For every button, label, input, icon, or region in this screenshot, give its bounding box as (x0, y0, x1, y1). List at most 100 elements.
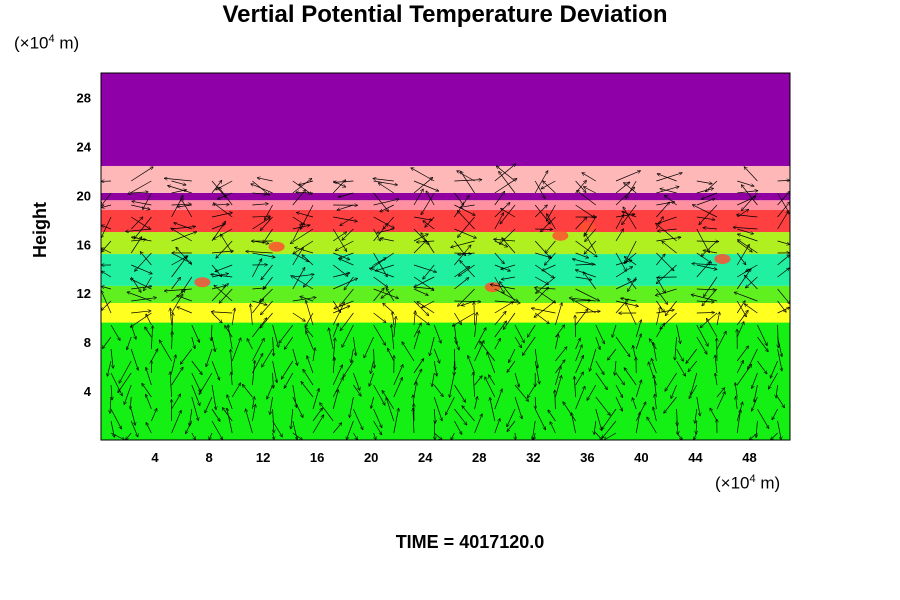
wind-vector (515, 432, 516, 440)
wind-vector (267, 384, 273, 399)
wind-vector (263, 204, 273, 220)
wind-vector (688, 384, 698, 399)
wind-vector (736, 360, 744, 374)
x-tick-label: 44 (688, 450, 703, 465)
wind-vector (501, 276, 516, 280)
wind-vector (128, 180, 152, 195)
wind-vector (572, 298, 596, 314)
wind-vector (303, 276, 314, 287)
wind-vector (411, 167, 435, 182)
wind-vector (304, 312, 314, 327)
wind-vector (741, 192, 758, 211)
anomaly-blob-0 (268, 241, 285, 252)
wind-vector (777, 240, 790, 245)
wind-vector (575, 217, 587, 230)
wind-vector (664, 195, 677, 206)
x-tick-label: 20 (364, 450, 378, 465)
wind-vector (575, 240, 598, 257)
wind-vector (626, 302, 637, 326)
wind-vector (535, 252, 552, 258)
wind-vector (462, 406, 475, 422)
wind-vector (252, 404, 255, 422)
wind-vector (498, 171, 516, 194)
wind-vector (454, 245, 471, 266)
wind-vector (413, 240, 427, 254)
wind-vector (371, 396, 374, 409)
wind-vector (555, 334, 558, 350)
wind-vector (351, 348, 354, 363)
wind-vector (425, 191, 435, 206)
wind-vector (151, 408, 157, 422)
wind-vector (373, 178, 394, 182)
wind-vector (301, 381, 314, 398)
wind-vector (373, 324, 387, 346)
wind-vector (130, 348, 138, 371)
wind-vector (703, 228, 718, 229)
wind-vector (231, 349, 233, 374)
wind-vector (737, 239, 758, 254)
wind-vector (620, 298, 637, 302)
wind-vector (341, 324, 354, 348)
wind-vector (217, 192, 233, 199)
wind-vector (656, 186, 679, 194)
wind-vector (534, 408, 547, 430)
wind-vector (373, 199, 400, 206)
wind-vector (653, 342, 657, 362)
wind-vector (231, 372, 232, 386)
wind-vector (484, 377, 496, 398)
wind-vector (332, 389, 338, 410)
wind-vector (142, 383, 152, 398)
wind-vector (272, 360, 277, 383)
wind-vector (335, 240, 354, 252)
wind-vector (454, 336, 459, 350)
wind-vector (191, 324, 200, 343)
wind-vector (527, 324, 536, 337)
wind-vector (131, 192, 148, 193)
wind-vector (474, 414, 483, 434)
wind-vector (413, 177, 433, 194)
wind-vector (635, 402, 647, 422)
wind-vector (575, 345, 583, 362)
wind-vector (343, 360, 354, 377)
wind-vector (595, 396, 611, 416)
wind-vector (380, 238, 394, 242)
wind-vector (544, 252, 556, 265)
color-band-9 (101, 73, 790, 166)
wind-vector (292, 247, 304, 266)
wind-vector (460, 260, 475, 278)
wind-vector (433, 396, 442, 421)
wind-vector (777, 336, 782, 357)
wind-vector (662, 241, 677, 254)
wind-vector (242, 384, 253, 398)
wind-vector (522, 336, 536, 356)
wind-vector (535, 276, 556, 294)
wind-vector (701, 192, 718, 199)
wind-vector (413, 288, 428, 295)
wind-vector (545, 240, 556, 253)
wind-vector (479, 341, 496, 362)
wind-vector (273, 432, 275, 440)
wind-vector (191, 384, 200, 406)
wind-vector (653, 407, 657, 422)
x-tick-label: 40 (634, 450, 648, 465)
wind-vector (534, 360, 539, 384)
wind-vector (671, 384, 677, 399)
wind-vector (702, 288, 718, 306)
wind-vector (696, 420, 697, 434)
wind-vector (181, 276, 193, 293)
wind-vector (716, 391, 725, 410)
wind-vector (170, 308, 171, 326)
wind-vector (206, 348, 213, 367)
x-tick-label: 4 (151, 450, 159, 465)
wind-vector (604, 432, 617, 441)
wind-vector (131, 237, 152, 242)
wind-vector (246, 338, 253, 350)
wind-vector (386, 397, 395, 422)
wind-vector (737, 234, 758, 242)
color-band-2 (101, 285, 790, 303)
wind-vector (575, 300, 591, 301)
wind-vector (423, 220, 435, 230)
wind-vector (380, 204, 394, 213)
wind-vector (615, 171, 641, 182)
wind-vector (251, 184, 273, 194)
